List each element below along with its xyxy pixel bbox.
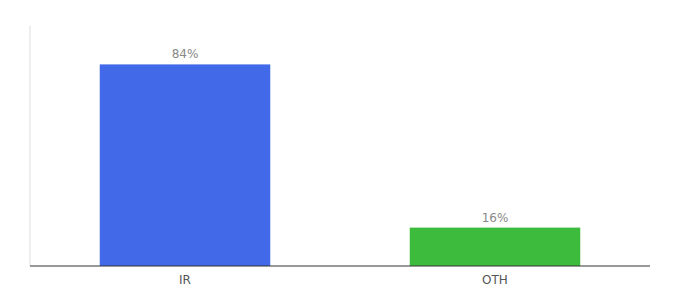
y-range-line bbox=[30, 26, 31, 266]
chart-container: IR OTH 84% 16% bbox=[0, 0, 680, 300]
bar bbox=[100, 64, 271, 266]
x-tick-label: IR bbox=[179, 273, 191, 287]
x-axis-line bbox=[30, 266, 650, 267]
data-label: 16% bbox=[482, 211, 509, 225]
x-tick-label: OTH bbox=[482, 273, 508, 287]
chart-svg: IR OTH 84% 16% bbox=[0, 0, 680, 300]
bars bbox=[100, 64, 581, 266]
data-label: 84% bbox=[172, 47, 199, 61]
bar bbox=[410, 228, 581, 266]
